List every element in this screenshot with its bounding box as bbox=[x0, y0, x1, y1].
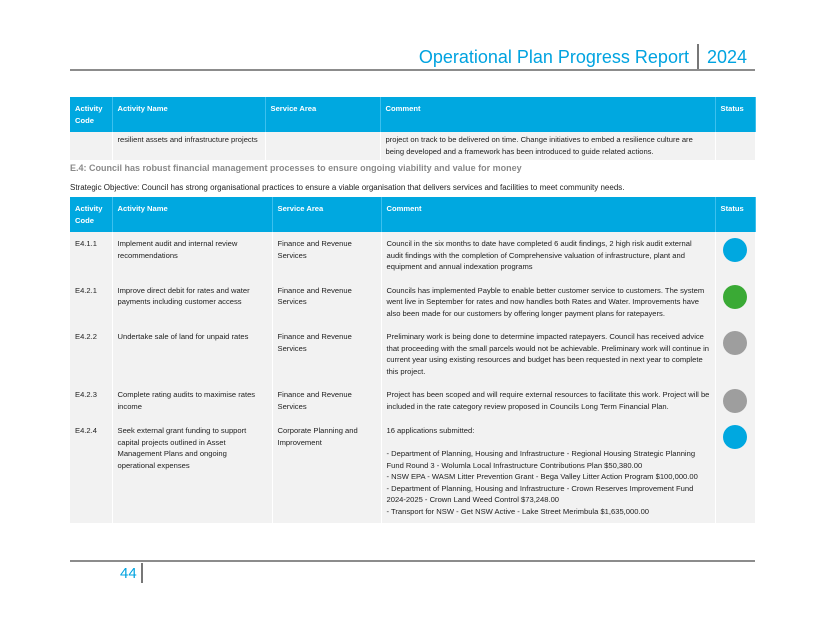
cell-comment: project on track to be delivered on time… bbox=[380, 132, 716, 160]
table-row: E4.2.1 Improve direct debit for rates and… bbox=[70, 278, 756, 325]
comment-line: 16 applications submitted: bbox=[386, 426, 475, 435]
col-service: Service Area bbox=[265, 97, 381, 132]
footer-rule bbox=[70, 560, 755, 562]
title-text: Operational Plan Progress Report bbox=[418, 46, 689, 67]
cell-code: E4.2.4 bbox=[70, 419, 113, 523]
col-name: Activity Name bbox=[112, 197, 273, 232]
cell-code: E4.2.3 bbox=[70, 383, 113, 419]
status-indicator bbox=[723, 425, 747, 449]
table-row: E4.2.3 Complete rating audits to maximise… bbox=[70, 383, 756, 419]
cell-status bbox=[715, 132, 756, 160]
cell-comment: Council in the six months to date have c… bbox=[381, 232, 716, 279]
cell-name: Undertake sale of land for unpaid rates bbox=[112, 325, 273, 383]
cell-service: Finance and Revenue Services bbox=[272, 325, 382, 383]
page-number-divider bbox=[141, 563, 143, 583]
cell-name: Improve direct debit for rates and water… bbox=[112, 278, 273, 325]
cell-name: Complete rating audits to maximise rates… bbox=[112, 383, 273, 419]
section-heading: E.4: Council has robust financial manage… bbox=[70, 163, 522, 173]
cell-comment: Preliminary work is being done to determ… bbox=[381, 325, 716, 383]
cell-comment: 16 applications submitted: - Department o… bbox=[381, 419, 716, 523]
status-indicator bbox=[723, 238, 747, 262]
header-rule bbox=[70, 69, 755, 71]
cell-status bbox=[715, 325, 756, 383]
col-service: Service Area bbox=[272, 197, 382, 232]
col-code: Activity Code bbox=[70, 197, 113, 232]
cell-service bbox=[265, 132, 381, 160]
table-row: E4.1.1 Implement audit and internal revie… bbox=[70, 232, 756, 279]
cell-service: Finance and Revenue Services bbox=[272, 278, 382, 325]
col-name: Activity Name bbox=[112, 97, 266, 132]
cell-name: Implement audit and internal review reco… bbox=[112, 232, 273, 279]
comment-line: - Department of Planning, Housing and In… bbox=[386, 449, 696, 470]
continued-table: Activity Code Activity Name Service Area… bbox=[70, 97, 756, 160]
cell-code: E4.2.2 bbox=[70, 325, 113, 383]
cell-service: Corporate Planning and Improvement bbox=[272, 419, 382, 523]
report-title: Operational Plan Progress Report 2024 bbox=[419, 44, 747, 70]
cell-code bbox=[70, 132, 113, 160]
comment-line bbox=[387, 437, 710, 449]
cell-comment: Councils has implemented Payble to enabl… bbox=[381, 278, 716, 325]
table-row: E4.2.4 Seek external grant funding to sup… bbox=[70, 419, 756, 523]
table-header: Activity Code Activity Name Service Area… bbox=[70, 197, 756, 232]
cell-status bbox=[715, 419, 756, 523]
status-indicator bbox=[723, 389, 747, 413]
comment-line: - NSW EPA - WASM Litter Prevention Grant… bbox=[386, 472, 698, 481]
cell-service: Finance and Revenue Services bbox=[272, 383, 382, 419]
table-row: E4.2.2 Undertake sale of land for unpaid … bbox=[70, 325, 756, 383]
report-year: 2024 bbox=[706, 46, 747, 67]
cell-service: Finance and Revenue Services bbox=[272, 232, 382, 279]
cell-status bbox=[715, 232, 756, 279]
col-status: Status bbox=[715, 197, 756, 232]
page-number: 44 bbox=[120, 565, 137, 582]
col-status: Status bbox=[715, 97, 756, 132]
col-code: Activity Code bbox=[70, 97, 113, 132]
cell-comment: Project has been scoped and will require… bbox=[381, 383, 716, 419]
status-indicator bbox=[723, 284, 747, 309]
cell-code: E4.1.1 bbox=[70, 232, 113, 279]
strategic-objective: Strategic Objective: Council has strong … bbox=[70, 183, 625, 192]
activities-table: Activity Code Activity Name Service Area… bbox=[70, 197, 756, 523]
cell-name: Seek external grant funding to support c… bbox=[112, 419, 273, 523]
col-comment: Comment bbox=[381, 197, 716, 232]
cell-status bbox=[715, 383, 756, 419]
col-comment: Comment bbox=[380, 97, 716, 132]
cell-name: resilient assets and infrastructure proj… bbox=[112, 132, 266, 160]
status-indicator bbox=[723, 331, 747, 355]
comment-line: - Department of Planning, Housing and In… bbox=[386, 483, 694, 505]
table-header: Activity Code Activity Name Service Area… bbox=[70, 97, 756, 132]
title-divider bbox=[696, 44, 699, 70]
cell-code: E4.2.1 bbox=[70, 278, 113, 325]
table-row: resilient assets and infrastructure proj… bbox=[70, 132, 756, 160]
comment-line: - Transport for NSW - Get NSW Active - L… bbox=[386, 506, 650, 516]
cell-status bbox=[715, 278, 756, 325]
